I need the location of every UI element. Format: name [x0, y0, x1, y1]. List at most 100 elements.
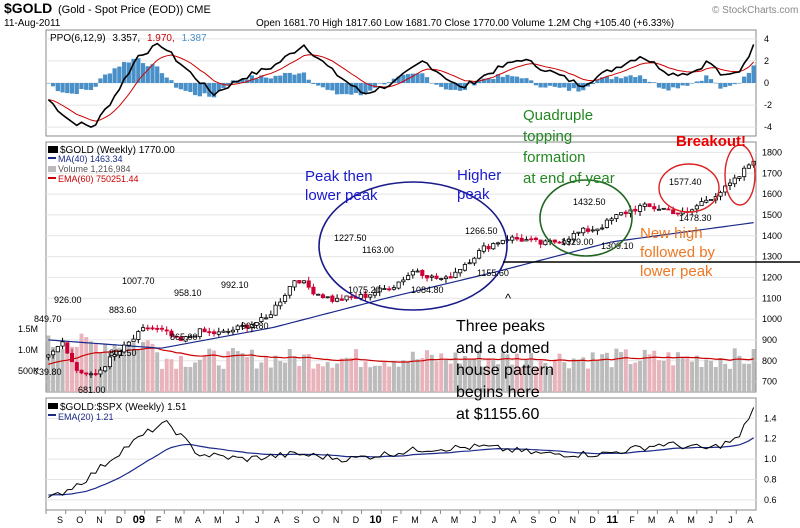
volume-bar [212, 350, 217, 392]
histogram-bar [410, 73, 415, 83]
price-tick: 1500 [762, 210, 782, 220]
annotation-line: Quadruple [523, 107, 593, 124]
price-label: 1577.40 [669, 177, 702, 187]
candle-body [406, 275, 411, 281]
candle-body [197, 328, 202, 338]
volume-bar [88, 341, 93, 392]
histogram-bar [311, 83, 316, 85]
x-axis-label: 09 [133, 514, 145, 526]
volume-bar [666, 352, 671, 392]
histogram-bar [349, 83, 354, 95]
candle-body [666, 208, 671, 211]
histogram-bar [519, 78, 524, 83]
volume-bar [571, 358, 576, 392]
price-label: 1075.20 [348, 285, 381, 295]
ppo-signal-line [48, 54, 754, 122]
new-high-ellipse [658, 163, 720, 213]
volume-bar [301, 354, 306, 392]
price-tick: 1300 [762, 252, 782, 262]
volume-bar [723, 363, 728, 392]
x-axis-label: N [96, 515, 103, 525]
candle-body [320, 294, 325, 299]
candle-body [235, 325, 240, 330]
annotation-line: lower peak [640, 263, 713, 280]
histogram-bar [377, 83, 382, 84]
x-axis-label: F [156, 515, 162, 525]
price-panel: 1800 1700 1600 1500 1400 1300 1200 1100 1000 900 8… [18, 107, 800, 395]
price-tick: 1400 [762, 231, 782, 241]
candle-body [193, 335, 198, 338]
volume-bar [268, 367, 273, 392]
histogram-bar [325, 83, 330, 90]
candle-body [112, 354, 117, 357]
x-axis-label: O [313, 515, 320, 525]
volume-bar [633, 362, 638, 392]
histogram-bar [666, 83, 671, 91]
candle-body [268, 314, 273, 319]
histogram-bar [661, 83, 666, 89]
histogram-bar [88, 83, 94, 91]
candle-body [207, 331, 212, 334]
x-axis-label: F [629, 515, 635, 525]
volume-bar [320, 366, 325, 392]
volume-bar [519, 366, 524, 392]
volume-bar [183, 366, 188, 392]
volume-tick: 1.0M [18, 345, 38, 355]
price-label: 1266.50 [465, 226, 498, 236]
volume-bar [287, 348, 292, 392]
volume-bar [486, 358, 491, 392]
candle-body [533, 237, 538, 240]
x-axis-label: M [451, 515, 459, 525]
chart-symbol: $GOLD [4, 0, 52, 16]
candle-body [675, 212, 680, 215]
volume-bar [694, 355, 699, 392]
volume-bar [202, 354, 207, 392]
histogram-bar [746, 72, 752, 83]
x-axis-label: A [195, 515, 201, 525]
x-axis-label: D [116, 515, 123, 525]
histogram-bar [273, 75, 278, 83]
candle-body [647, 203, 652, 208]
candle-body [297, 280, 302, 284]
volume-bar [387, 366, 392, 392]
volume-bar [311, 368, 316, 392]
histogram-bar [708, 79, 714, 83]
volume-bar [164, 358, 169, 392]
annotation-line: Peak then [305, 168, 373, 185]
price-label: 1155.60 [477, 268, 509, 278]
candle-body [382, 288, 387, 290]
histogram-bar [174, 83, 179, 88]
candle-body [581, 227, 586, 234]
volume-bar [339, 358, 344, 392]
volume-bar [410, 351, 415, 392]
volume-bar [145, 340, 150, 392]
volume-bar [595, 359, 600, 392]
histogram-bar [467, 83, 472, 84]
histogram-bar [46, 83, 51, 84]
ratio-line [48, 407, 755, 498]
volume-bar [505, 354, 510, 392]
histogram-bar [121, 61, 127, 83]
histogram-bar [221, 83, 226, 88]
price-label: 1084.80 [411, 285, 444, 295]
histogram-bar [481, 78, 486, 83]
ohlc-readout: Open 1681.70 High 1817.60 Low 1681.70 Cl… [256, 18, 674, 29]
volume-bar [690, 361, 695, 392]
candle-body [552, 239, 557, 243]
annotation-line: lower peak [305, 187, 378, 204]
volume-bar [704, 359, 709, 392]
price-label: 1432.50 [573, 197, 606, 207]
candle-body [273, 304, 278, 316]
candle-body [372, 292, 378, 296]
volume-bar [439, 353, 444, 392]
domed-house-ellipse [318, 181, 508, 311]
candle-body [486, 245, 491, 250]
volume-bar [55, 348, 60, 392]
histogram-bar [424, 77, 430, 83]
annotation-peak-lower: Peak then lower peak [305, 168, 378, 204]
volume-bar [462, 355, 467, 392]
histogram-bar [694, 81, 699, 83]
histogram-bar [98, 78, 103, 83]
price-label: 865.00 [170, 332, 198, 342]
